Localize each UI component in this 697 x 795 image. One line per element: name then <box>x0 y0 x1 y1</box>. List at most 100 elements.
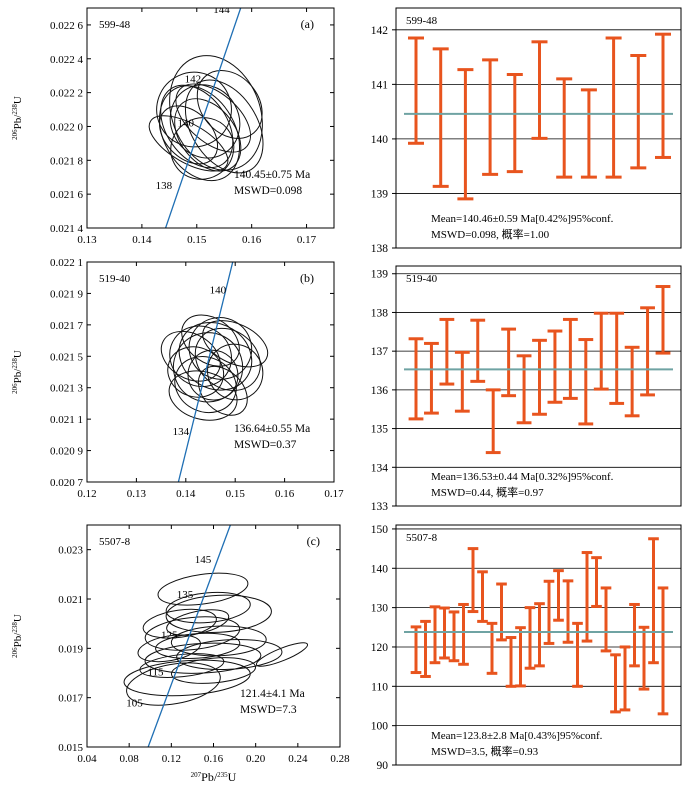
plot-frame <box>86 7 335 229</box>
error-bar <box>477 570 488 623</box>
error-ellipse <box>202 320 269 368</box>
plot-frame <box>86 261 335 483</box>
error-bar <box>457 68 474 201</box>
mswd-result: MSWD=7.3 <box>240 704 297 716</box>
panel-tag: (b) <box>300 271 314 285</box>
error-ellipse <box>142 608 217 639</box>
y-tick-label: 0.019 <box>58 643 83 655</box>
error-ellipse <box>207 343 264 401</box>
error-bar <box>578 338 594 426</box>
concordia-age-label: 134 <box>173 426 190 438</box>
x-tick-label: 0.13 <box>127 488 147 500</box>
concordia-age-label: 145 <box>195 554 212 566</box>
sample-name: 519-40 <box>406 273 438 285</box>
x-tick-label: 0.12 <box>77 488 96 500</box>
y-tick-label: 0.015 <box>58 742 83 754</box>
plot-area: 145 135 125 115 105 <box>123 525 309 747</box>
concordia-curve <box>164 8 242 228</box>
error-ellipse <box>181 314 240 367</box>
x-tick-label: 0.16 <box>275 488 295 500</box>
error-ellipse <box>170 625 267 657</box>
plot-frame <box>395 265 682 507</box>
error-bar <box>630 53 647 170</box>
y-axis-label: 206Pb/238U <box>11 350 24 394</box>
error-bar <box>410 625 422 675</box>
error-ellipse <box>170 657 257 684</box>
y-tick-label: 0.021 7 <box>50 320 84 332</box>
age-result: 136.64±0.55 Ma <box>234 423 310 435</box>
x-tick-label: 0.24 <box>288 753 308 765</box>
error-ellipse <box>166 609 230 636</box>
error-ellipse <box>169 325 232 388</box>
error-bar <box>648 537 659 665</box>
x-tick-label: 0.28 <box>330 753 350 765</box>
concordia-age-label: 144 <box>213 4 230 16</box>
x-tick-label: 0.15 <box>187 234 207 246</box>
y-tick-label: 100 <box>371 721 389 733</box>
age-result: 121.4±4.1 Ma <box>240 688 305 700</box>
x-tick-label: 0.04 <box>77 753 97 765</box>
error-ellipse <box>137 634 201 663</box>
plot-area: 140 134 <box>160 262 269 482</box>
error-ellipse <box>168 370 238 421</box>
error-ellipse <box>176 638 283 671</box>
error-ellipse <box>174 98 242 172</box>
y-tick-label: 0.021 6 <box>50 189 84 201</box>
plot-frame <box>395 7 682 249</box>
mswd-result: MSWD=3.5, 概率=0.93 <box>431 744 539 758</box>
concordia-panel-a-concordia: 144 142 140 138 0.13 0.14 0.15 0.16 0.17 0.021 4 0… <box>11 4 335 246</box>
plot-area: 144 142 140 138 <box>148 4 264 228</box>
error-ellipse <box>175 83 252 153</box>
error-bar <box>496 582 507 642</box>
error-bar <box>467 547 479 614</box>
age-result: 140.45±0.75 Ma <box>234 169 310 181</box>
x-tick-label: 0.14 <box>176 488 196 500</box>
error-bar <box>640 306 655 397</box>
mean-panel-b-mean: 133 134 135 136 137 138 139 519-40 Mean=136.53±0… <box>371 265 682 513</box>
plot-frame <box>395 524 682 766</box>
error-bar <box>429 605 441 665</box>
error-ellipse <box>167 346 225 398</box>
error-bar <box>638 625 650 691</box>
y-tick-label: 138 <box>371 307 389 319</box>
y-tick-label: 0.020 7 <box>50 477 84 489</box>
x-tick-label: 0.15 <box>226 488 246 500</box>
error-bar <box>562 317 578 400</box>
error-bar <box>516 354 532 425</box>
error-bar <box>439 317 455 386</box>
concordia-curve <box>147 525 231 747</box>
error-bar <box>506 73 523 174</box>
error-bar <box>609 311 625 405</box>
error-bar <box>657 586 669 716</box>
error-bar <box>408 337 424 421</box>
y-tick-label: 135 <box>371 424 389 436</box>
error-ellipse <box>126 662 221 706</box>
y-tick-label: 0.022 0 <box>50 121 84 133</box>
error-ellipse <box>174 356 237 414</box>
y-tick-label: 134 <box>371 462 389 474</box>
mean-panel-c-mean: 90 100 110 120 130 140 150 5507-8 Mean=123.8±2.8… <box>371 524 682 772</box>
error-bar <box>534 602 545 668</box>
error-bar <box>408 36 424 145</box>
error-bar <box>448 610 460 663</box>
error-bar <box>482 58 499 176</box>
mean-result: Mean=140.46±0.59 Ma[0.42%]95%conf. <box>431 213 614 225</box>
y-tick-label: 0.021 8 <box>50 155 84 167</box>
error-bar <box>501 327 517 398</box>
error-ellipse <box>157 572 249 606</box>
y-tick-label: 133 <box>371 501 389 513</box>
error-ellipse <box>144 616 241 651</box>
y-tick-label: 0.023 <box>58 545 83 557</box>
x-tick-label: 0.20 <box>246 753 266 765</box>
y-tick-label: 0.020 9 <box>50 446 84 458</box>
y-axis-label: 206Pb/238U <box>11 96 24 140</box>
y-tick-label: 0.022 2 <box>50 88 83 100</box>
concordia-age-label: 135 <box>177 589 194 601</box>
error-ellipse <box>159 105 219 165</box>
y-tick-label: 0.021 <box>58 594 83 606</box>
concordia-age-label: 115 <box>147 666 164 678</box>
y-tick-label: 142 <box>371 25 389 37</box>
y-tick-label: 150 <box>371 524 389 536</box>
error-ellipse <box>160 330 221 382</box>
concordia-age-label: 138 <box>156 180 173 192</box>
